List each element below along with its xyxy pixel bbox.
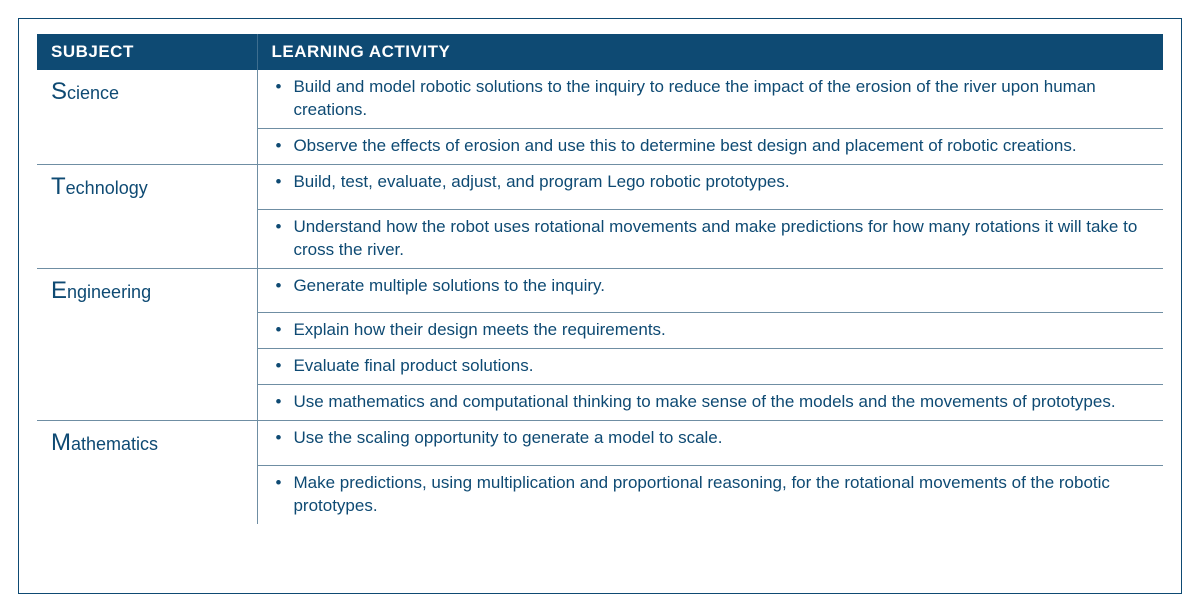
subject-cell-empty [37,466,257,524]
activity-cell: • Observe the effects of erosion and use … [257,128,1163,164]
subject-cell: Science [37,70,257,128]
activity-cell: • Explain how their design meets the requ… [257,313,1163,349]
bullet-icon: • [276,427,282,450]
activity-text: Observe the effects of erosion and use t… [293,135,1149,158]
activity-cell: • Evaluate final product solutions. [257,349,1163,385]
subject-rest: echnology [66,178,148,198]
table-row: • Use mathematics and computational think… [37,385,1163,421]
bullet-icon: • [276,391,282,414]
activity-cell: • Generate multiple solutions to the inqu… [257,268,1163,313]
table-row: •Understand how the robot uses rotationa… [37,209,1163,268]
activity-cell: • Use mathematics and computational think… [257,385,1163,421]
activity-text: Evaluate final product solutions. [293,355,1149,378]
table-body: Science •Build and model robotic solutio… [37,70,1163,524]
subject-cell-empty [37,128,257,164]
activity-text: Build and model robotic solutions to the… [293,76,1149,122]
subject-big-letter: T [51,173,66,200]
bullet-icon: • [276,355,282,378]
table-row: Engineering • Generate multiple solutions… [37,268,1163,313]
activity-cell: • Use the scaling opportunity to generate… [257,421,1163,466]
activity-cell: •Understand how the robot uses rotationa… [257,209,1163,268]
activity-text: Make predictions, using multiplication a… [293,472,1149,518]
subject-big-letter: E [51,277,67,304]
activity-text: Build, test, evaluate, adjust, and progr… [293,171,1149,194]
table-row: Science •Build and model robotic solutio… [37,70,1163,128]
bullet-icon: • [276,216,282,262]
subject-cell-empty [37,349,257,385]
header-subject: SUBJECT [37,34,257,70]
bullet-icon: • [276,76,282,122]
header-activity: LEARNING ACTIVITY [257,34,1163,70]
subject-cell-empty [37,209,257,268]
subject-rest: ngineering [67,282,151,302]
bullet-icon: • [276,135,282,158]
bullet-icon: • [276,472,282,518]
bullet-icon: • [276,319,282,342]
subject-cell-empty [37,313,257,349]
activity-cell: • Build, test, evaluate, adjust, and prog… [257,164,1163,209]
subject-rest: athematics [71,434,158,454]
subject-big-letter: S [51,78,67,105]
table-frame: SUBJECT LEARNING ACTIVITY Science •Build… [18,18,1182,594]
activity-cell: •Make predictions, using multiplication … [257,466,1163,524]
table-row: • Observe the effects of erosion and use … [37,128,1163,164]
subject-cell-empty [37,385,257,421]
activity-cell: •Build and model robotic solutions to th… [257,70,1163,128]
activity-text: Understand how the robot uses rotational… [293,216,1149,262]
subject-rest: cience [67,83,119,103]
table-row: • Evaluate final product solutions. [37,349,1163,385]
activity-text: Use mathematics and computational thinki… [293,391,1149,414]
stem-table: SUBJECT LEARNING ACTIVITY Science •Build… [37,34,1163,524]
subject-big-letter: M [51,429,71,456]
table-row: • Explain how their design meets the requ… [37,313,1163,349]
bullet-icon: • [276,171,282,194]
activity-text: Generate multiple solutions to the inqui… [293,275,1149,298]
table-row: Mathematics • Use the scaling opportunity… [37,421,1163,466]
bullet-icon: • [276,275,282,298]
activity-text: Use the scaling opportunity to generate … [293,427,1149,450]
subject-cell: Technology [37,164,257,209]
table-row: •Make predictions, using multiplication … [37,466,1163,524]
table-row: Technology • Build, test, evaluate, adjus… [37,164,1163,209]
subject-cell: Mathematics [37,421,257,466]
subject-cell: Engineering [37,268,257,313]
activity-text: Explain how their design meets the requi… [293,319,1149,342]
table-header-row: SUBJECT LEARNING ACTIVITY [37,34,1163,70]
